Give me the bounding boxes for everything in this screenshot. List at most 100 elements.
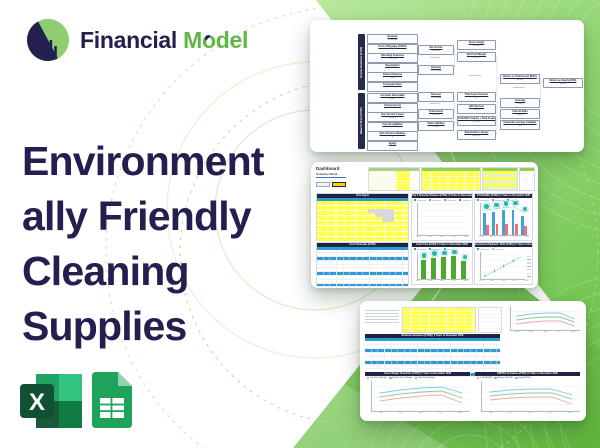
year-label: 2027 [548,411,553,414]
node-label: Return on Equity (ROE) [549,79,577,82]
year-label: 2025 [398,411,403,414]
year-label: 2026 [528,411,533,414]
node-label: Total Liabilities [427,122,445,125]
x-axis-labels: 2024 2025 2026 2027 2028 [371,412,470,415]
node-label: Net Income [429,46,443,49]
node-value: 9,190 [433,125,439,128]
node-label: Total Debt / Equity + Total Assets [458,117,496,120]
chart-title: Profitability (£'000) | 5 Years to Decem… [475,194,532,198]
node-label: Depreciation [385,63,400,67]
table-row [365,364,500,369]
table-row [317,260,408,265]
flowchart-node: Return on Equity (ROE) 63.6% [543,78,583,88]
table-row [365,344,500,349]
flowchart-node: Revenue 1,213,668 [418,65,454,75]
table-row [317,268,408,273]
flowchart-node: Net Profit Margin 29.7% [457,52,496,62]
year-label: 2028 [570,331,576,333]
node-label: Shareholder's Equity [464,131,489,134]
table-row [365,356,500,361]
node-label: Interest Expense [382,73,403,76]
chart-legend [475,247,532,252]
node-label: A/R Turnover [469,105,484,108]
year-label: 2027 [556,331,562,333]
label-smudge [365,318,399,320]
node-label: Net Profit Margin [466,53,487,56]
flowchart-node: Equity 566,747 [367,140,418,151]
legend-item: Medium EBITDA [494,377,513,380]
flowchart-node: Operating Expenses 273,708 [367,53,418,63]
table-row [317,253,408,258]
bar-group [482,203,491,235]
merged-cell-block [382,217,394,222]
table-row [365,348,500,353]
flowchart-node: Return on Total Assets (ROA) 62.6% [500,74,540,84]
chart-title: Gross Margin Scenarios (£'000) | 5 Years… [365,372,470,376]
title-line-2: ally Friendly [22,193,252,239]
bar-group [511,199,519,235]
node-value: 29.7% [473,56,480,59]
flowchart-node: Total Assets 575,937 [418,109,454,119]
gross-margin-scenarios-chart: Gross Margin Scenarios (£'000) | 5 Years… [365,372,470,415]
dashed-circle-outer [105,5,599,448]
table-row [317,200,408,206]
title-line-1: Environment [22,138,265,184]
node-value: 542,084 [388,107,397,110]
bar-group [429,250,438,279]
revenue-bar [482,212,486,235]
ebitda-marker [483,203,491,210]
label-smudge [365,309,399,311]
flowchart-node: A/R Turnover 150.19 [457,104,496,114]
legend-item [428,199,442,202]
year-label: 2028 [567,411,573,414]
balance-marker [441,249,448,257]
flowchart-node: Gross margin 63.0% [457,40,496,50]
legend-item [414,199,427,202]
node-label: Current Ratio [512,110,528,113]
flowchart-node: Total Asset Turnover 2.11 [457,92,496,102]
flowchart-node: Leverage 1.016 [500,98,540,108]
legend-item [428,248,442,251]
x-axis-labels: 2024 2025 2026 2027 2028 [481,412,580,415]
balance-marker [420,252,428,259]
logo: Financial Model [26,18,248,62]
node-label: Non-Current Assets [381,113,404,116]
ebitda-marker [521,205,529,213]
company-name-label: Company Name: [316,171,339,176]
bar-group [501,200,510,235]
node-label: Current Assets [383,103,402,107]
node-label: Cost of Revenue (COGS) [378,44,407,48]
flowchart-node: Non-Current Liabilities 0 [367,131,418,141]
ebitda-scenarios-chart: EBITDA Scenarios (£'000) | 5 Years to De… [475,372,580,415]
expenses-bar [495,224,499,235]
profitability-chart: Profitability (£'000) | 5 Years to Decem… [474,193,533,241]
year-label: 2024 [478,279,483,282]
year-label: 2026 [501,235,506,238]
node-value: 63.0% [473,44,480,47]
logo-wordmark: Financial Model [80,27,248,54]
year-label: 2024 [415,235,421,238]
table-row [317,249,408,254]
node-value: 8,081 [389,97,396,100]
core-financials-panel: Core Financials (£'000) [316,242,409,288]
cash-bar [440,257,446,279]
year-label: 2027 [451,235,457,238]
node-value: 63.6% [559,82,567,85]
node-value: 58.99 [517,113,523,116]
legend-item: Low EBITDA [477,377,492,380]
node-value: 7,381 [389,67,396,70]
table-row [317,279,408,284]
title-line-3: Cleaning [22,248,190,294]
table-title: Revenue Scenarios (£'000) | 5 Years to D… [365,334,500,338]
flowchart-node: Accounts Receivable 8,081 [367,93,418,103]
legend-item: High Gross Margin [414,377,435,380]
flowchart-node: Non-Current Assets 33,853 [367,112,418,122]
node-value: 9,190 [389,126,396,129]
chart-legend [412,198,472,203]
chart-title: Investment Payback / Debt (£'000) | 5 Ye… [475,243,532,247]
expenses-bar [514,224,518,235]
node-label: Non-Current Liabilities [379,132,406,135]
table-row [365,360,500,365]
bar-group [520,203,529,235]
